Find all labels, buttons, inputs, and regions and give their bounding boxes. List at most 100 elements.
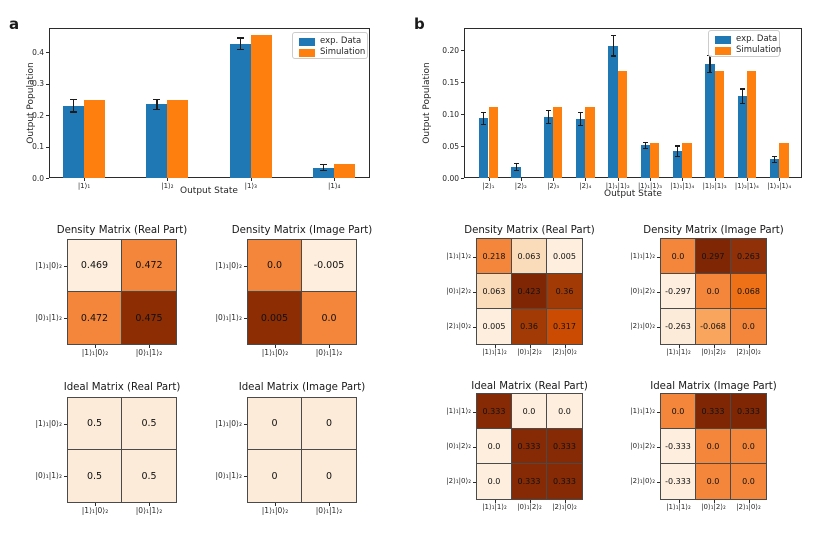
simulation-bar — [553, 106, 563, 178]
error-bar-cap — [610, 55, 616, 57]
x-tick-mark — [650, 178, 651, 181]
matrix-col-label: |0⟩₁|2⟩₂ — [701, 348, 726, 356]
y-axis-label: Output Population — [422, 62, 432, 144]
error-bar-cap — [675, 145, 681, 147]
matrix-cell: 0.0 — [477, 429, 512, 464]
matrix-col-tick — [529, 500, 531, 503]
matrix-cell: -0.005 — [302, 240, 356, 292]
matrix-row-label: |0⟩₁|2⟩₂ — [446, 441, 471, 450]
matrix-row-label: |0⟩₁|1⟩₂ — [35, 471, 62, 480]
matrix-title-a_density_real: Density Matrix (Real Part) — [56, 225, 188, 236]
exp-data-bar — [705, 64, 715, 178]
x-tick-label: |1⟩₁ — [77, 182, 91, 190]
matrix-col-label: |0⟩₁|1⟩₂ — [315, 348, 343, 357]
x-tick-mark — [167, 178, 169, 181]
matrix-row-tick — [473, 256, 476, 258]
matrix-cell: 0.0 — [512, 394, 547, 429]
y-tick-mark — [461, 146, 464, 147]
error-bar-cap — [610, 34, 616, 36]
y-tick-mark — [46, 178, 49, 179]
matrix-row-tick — [244, 424, 247, 425]
x-tick-label: |1⟩₄ — [328, 182, 341, 190]
matrix-grid-a_density_imag: 0.0 -0.005 0.005 0.0 — [247, 239, 357, 345]
error-bar-cap — [772, 162, 777, 164]
matrix-row-label: |2⟩₁|0⟩₂ — [630, 476, 655, 485]
matrix-grid-a_density_real: 0.469 0.472 0.472 0.475 — [67, 239, 177, 345]
y-tick-label: 0.00 — [442, 173, 459, 183]
x-tick-label: |1⟩₃ — [244, 182, 257, 190]
matrix-col-label: |1⟩₁|1⟩₂ — [482, 503, 507, 511]
matrix-cell: -0.333 — [661, 464, 696, 499]
error-bar-cap — [642, 141, 648, 143]
matrix-cell: 0.36 — [547, 274, 582, 309]
matrix-col-tick — [748, 345, 750, 348]
legend-b_bar: exp. Data Simulation — [708, 30, 781, 57]
exp-data-bar — [63, 105, 84, 178]
y-tick-label: 0.2 — [32, 110, 44, 120]
x-tick-label: |2⟩₄ — [579, 182, 592, 190]
matrix-cell: 0.005 — [248, 292, 302, 344]
x-tick-label: |2⟩₁ — [482, 182, 495, 190]
matrix-row-label: |0⟩₁|2⟩₂ — [630, 286, 655, 295]
matrix-row-label: |2⟩₁|0⟩₂ — [446, 476, 471, 485]
matrix-cell: -0.333 — [661, 429, 696, 464]
exp-data-bar — [313, 167, 335, 178]
matrix-grid-b_ideal_real: 0.333 0.0 0.0 0.0 0.333 0.333 0.0 0.333 0.333 — [476, 393, 583, 500]
matrix-title-a_ideal_real: Ideal Matrix (Real Part) — [63, 382, 181, 393]
matrix-row-tick — [473, 481, 476, 483]
error-bar — [677, 145, 679, 157]
exp-data-legend-swatch — [715, 36, 731, 44]
simulation-bar — [617, 71, 628, 178]
error-bar-cap — [153, 108, 161, 110]
legend-label: Simulation — [320, 46, 366, 57]
matrix-grid-b_density_imag: 0.0 0.297 0.263 -0.297 0.0 0.068 -0.263 -0.068 0… — [660, 238, 767, 345]
error-bar-cap — [236, 37, 244, 39]
matrix-col-tick — [713, 345, 715, 348]
matrix-cell: 0 — [302, 450, 356, 502]
error-bar-cap — [320, 164, 328, 166]
matrix-col-tick — [275, 345, 276, 348]
matrix-col-label: |1⟩₁|1⟩₂ — [666, 503, 691, 511]
error-bar — [741, 88, 743, 104]
x-axis-label: Output State — [180, 186, 238, 196]
matrix-row-tick — [64, 424, 67, 425]
x-tick-mark — [488, 178, 490, 181]
x-tick-label: |2⟩₂ — [514, 182, 527, 190]
exp-data-bar — [672, 151, 683, 178]
simulation-bar — [682, 142, 692, 178]
matrix-cell: 0.0 — [696, 274, 731, 309]
matrix-row-label: |1⟩₁|0⟩₂ — [215, 419, 242, 428]
matrix-row-label: |1⟩₁|0⟩₂ — [35, 419, 62, 428]
error-bar — [709, 55, 711, 74]
simulation-bar — [488, 106, 498, 178]
error-bar-cap — [481, 112, 487, 114]
error-bar-cap — [545, 109, 551, 111]
matrix-cell: 0.005 — [547, 239, 582, 274]
matrix-cell: 0.333 — [547, 429, 582, 464]
matrix-row-tick — [64, 318, 67, 319]
matrix-col-tick — [713, 500, 715, 503]
error-bar-cap — [70, 99, 77, 101]
x-tick-mark — [334, 178, 336, 181]
y-tick-label: 0.3 — [32, 79, 44, 89]
x-tick-mark — [84, 178, 85, 181]
exp-data-bar — [229, 43, 251, 178]
matrix-row-tick — [657, 291, 660, 293]
x-tick-label: |1⟩₂|1⟩₃ — [702, 182, 727, 190]
matrix-col-tick — [494, 500, 496, 503]
exp-data-bar — [640, 145, 650, 178]
x-tick-mark — [250, 178, 252, 181]
exp-data-bar — [511, 167, 521, 178]
error-bar-cap — [513, 169, 519, 172]
exp-data-bar — [479, 118, 489, 178]
matrix-col-label: |2⟩₁|0⟩₂ — [552, 348, 577, 356]
matrix-col-tick — [149, 345, 150, 348]
error-bar-cap — [513, 163, 519, 165]
simulation-bar — [650, 142, 660, 178]
matrix-row-label: |1⟩₁|1⟩₂ — [446, 406, 471, 415]
y-tick-mark — [461, 114, 464, 115]
matrix-grid-b_density_real: 0.218 0.063 0.005 0.063 0.423 0.36 0.005 0.36 0.… — [476, 238, 583, 345]
x-tick-mark — [585, 178, 587, 181]
exp-data-bar — [608, 45, 618, 178]
